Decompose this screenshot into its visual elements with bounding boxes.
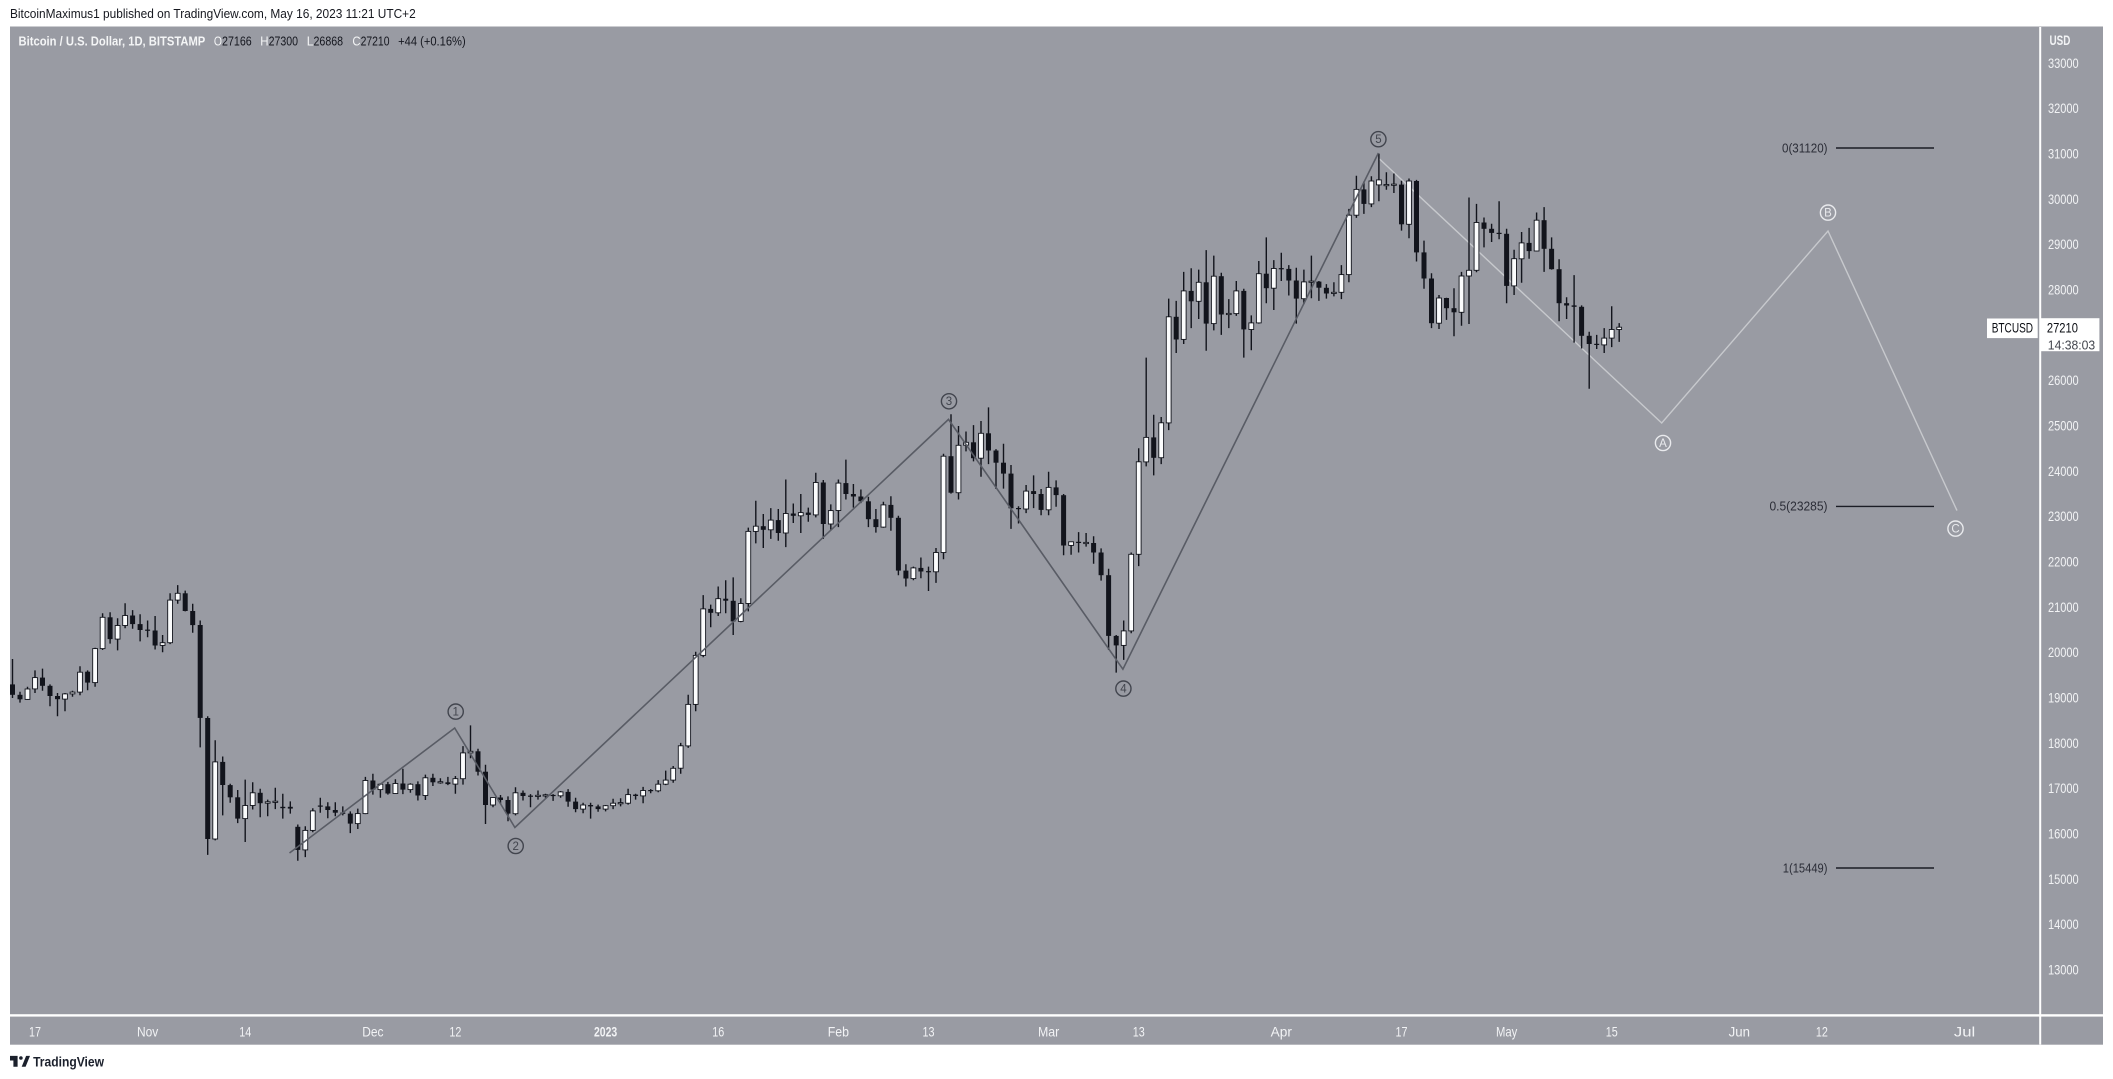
svg-text:Nov: Nov	[137, 1024, 158, 1040]
svg-text:C: C	[352, 33, 360, 48]
svg-text:1(15449): 1(15449)	[1783, 860, 1828, 875]
svg-text:USD: USD	[2050, 32, 2071, 48]
svg-text:32000: 32000	[2048, 100, 2079, 116]
svg-text:27166: 27166	[222, 33, 252, 48]
svg-text:17: 17	[1396, 1024, 1408, 1040]
svg-text:4: 4	[1120, 684, 1127, 696]
svg-text:May: May	[1496, 1024, 1517, 1040]
svg-text:L: L	[307, 33, 314, 48]
svg-text:15000: 15000	[2048, 871, 2079, 887]
svg-text:12: 12	[449, 1024, 461, 1040]
svg-text:31000: 31000	[2048, 146, 2079, 162]
svg-text:13: 13	[923, 1024, 935, 1040]
svg-text:22000: 22000	[2048, 554, 2079, 570]
svg-text:+44 (+0.16%): +44 (+0.16%)	[398, 33, 466, 48]
svg-text:Mar: Mar	[1038, 1024, 1060, 1040]
svg-text:H: H	[260, 33, 268, 48]
svg-text:B: B	[1824, 208, 1832, 220]
svg-text:30000: 30000	[2048, 191, 2079, 207]
svg-text:3: 3	[946, 396, 952, 408]
svg-text:Feb: Feb	[828, 1024, 849, 1040]
svg-text:13: 13	[1133, 1024, 1145, 1040]
svg-text:20000: 20000	[2048, 644, 2079, 660]
svg-text:18000: 18000	[2048, 735, 2079, 751]
svg-text:BTCUSD: BTCUSD	[1992, 321, 2034, 336]
svg-text:Apr: Apr	[1271, 1024, 1293, 1040]
svg-text:26868: 26868	[314, 33, 344, 48]
svg-text:13000: 13000	[2048, 962, 2079, 978]
svg-text:27300: 27300	[269, 33, 298, 48]
svg-text:1: 1	[452, 707, 458, 719]
svg-text:28000: 28000	[2048, 282, 2079, 298]
svg-text:2023: 2023	[594, 1024, 617, 1040]
svg-text:Jun: Jun	[1729, 1024, 1750, 1040]
svg-text:C: C	[1951, 524, 1959, 536]
svg-text:16000: 16000	[2048, 826, 2079, 842]
svg-text:21000: 21000	[2048, 599, 2079, 615]
svg-text:0(31120): 0(31120)	[1782, 140, 1828, 155]
svg-text:Bitcoin / U.S. Dollar, 1D, BIT: Bitcoin / U.S. Dollar, 1D, BITSTAMP	[19, 33, 206, 48]
svg-text:TradingView: TradingView	[33, 1054, 104, 1070]
svg-text:25000: 25000	[2048, 418, 2079, 434]
svg-text:14:38:03: 14:38:03	[2048, 337, 2095, 352]
svg-text:27210: 27210	[361, 33, 390, 48]
svg-text:19000: 19000	[2048, 690, 2079, 706]
svg-text:29000: 29000	[2048, 236, 2079, 252]
svg-text:17: 17	[29, 1024, 41, 1040]
svg-text:0.5(23285): 0.5(23285)	[1770, 499, 1828, 514]
svg-text:27210: 27210	[2047, 321, 2078, 336]
svg-text:12: 12	[1816, 1024, 1828, 1040]
svg-text:24000: 24000	[2048, 463, 2079, 479]
svg-text:17000: 17000	[2048, 780, 2079, 796]
svg-text:Dec: Dec	[362, 1024, 383, 1040]
svg-text:BitcoinMaximus1 published on T: BitcoinMaximus1 published on TradingView…	[10, 6, 416, 21]
svg-text:33000: 33000	[2048, 55, 2079, 71]
svg-text:Jul: Jul	[1954, 1024, 1975, 1040]
svg-text:16: 16	[712, 1024, 724, 1040]
svg-text:O: O	[214, 33, 222, 48]
svg-text:26000: 26000	[2048, 372, 2079, 388]
svg-text:14: 14	[239, 1024, 251, 1040]
svg-text:5: 5	[1375, 134, 1381, 146]
svg-text:2: 2	[512, 841, 518, 853]
svg-text:15: 15	[1606, 1024, 1618, 1040]
svg-text:A: A	[1659, 438, 1667, 450]
svg-text:14000: 14000	[2048, 916, 2079, 932]
svg-text:23000: 23000	[2048, 508, 2079, 524]
